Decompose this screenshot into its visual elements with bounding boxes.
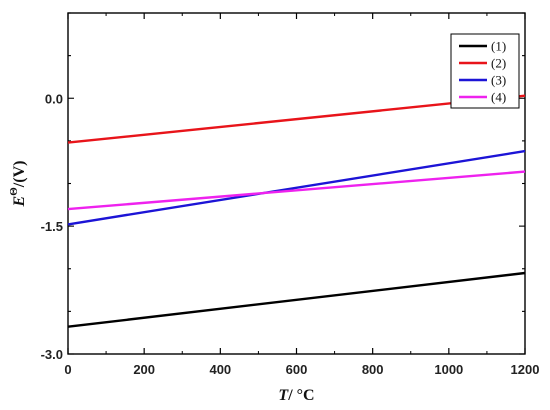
legend-label-1: (1) <box>491 39 506 54</box>
y-axis-title: EΘ/(V) <box>8 161 28 208</box>
legend-label-3: (3) <box>491 73 506 88</box>
x-axis-title: T/ °C <box>278 387 314 404</box>
y-axis-superscript: Θ <box>8 187 20 196</box>
legend-label-2: (2) <box>491 56 506 71</box>
y-tick-label: -1.5 <box>41 219 63 234</box>
y-tick-label: -3.0 <box>41 347 63 362</box>
x-tick-label: 1200 <box>511 362 540 377</box>
legend: (1) (2) (3) (4) <box>450 33 520 109</box>
x-tick-label: 0 <box>64 362 71 377</box>
series-line-4 <box>67 170 526 211</box>
x-tick-label: 800 <box>362 362 384 377</box>
x-tick-label: 400 <box>209 362 231 377</box>
series-line-2 <box>67 94 526 144</box>
x-axis-variable: T <box>278 387 289 404</box>
series-lines <box>67 94 526 328</box>
x-axis-unit: / °C <box>287 387 314 404</box>
ticks: 0 200 400 600 800 1000 1200 0.0 -1.5 -3.0 <box>41 12 540 377</box>
y-axis-variable: E <box>11 196 28 208</box>
series-line-3 <box>67 149 526 226</box>
y-axis-unit: /(V) <box>11 161 28 189</box>
legend-label-4: (4) <box>491 90 506 105</box>
series-line-1 <box>67 271 526 328</box>
y-tick-label: 0.0 <box>45 91 63 106</box>
x-tick-label: 200 <box>133 362 155 377</box>
x-tick-label: 600 <box>286 362 308 377</box>
x-tick-label: 1000 <box>434 362 463 377</box>
